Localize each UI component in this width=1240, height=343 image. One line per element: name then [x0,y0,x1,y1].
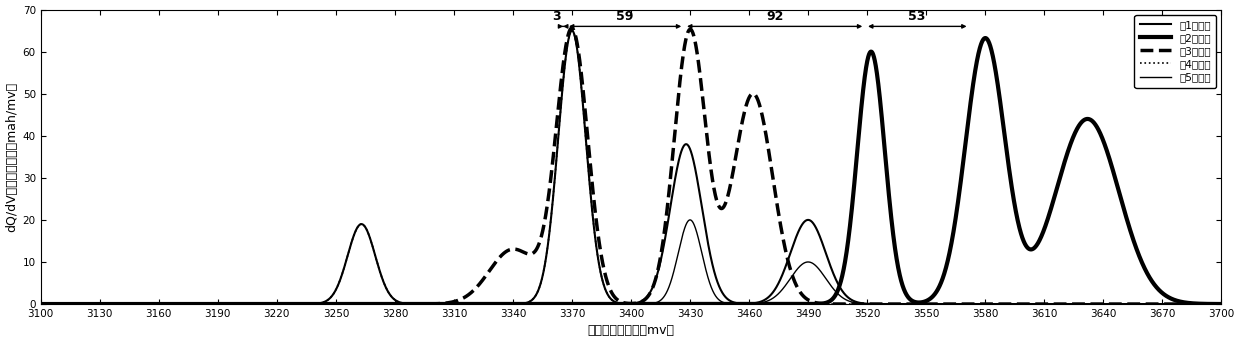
Text: 92: 92 [766,10,784,23]
Y-axis label: dQ/dV数据值（单位：mah/mv）: dQ/dV数据值（单位：mah/mv） [5,82,19,232]
Text: 53: 53 [908,10,925,23]
X-axis label: 电压数据（单位：mv）: 电压数据（单位：mv） [588,324,675,338]
Text: 59: 59 [616,10,634,23]
Text: 3: 3 [552,10,560,23]
Legend: 第1次测试, 第2次测试, 第3次测试, 第4次测试, 第5次测试: 第1次测试, 第2次测试, 第3次测试, 第4次测试, 第5次测试 [1135,15,1216,88]
